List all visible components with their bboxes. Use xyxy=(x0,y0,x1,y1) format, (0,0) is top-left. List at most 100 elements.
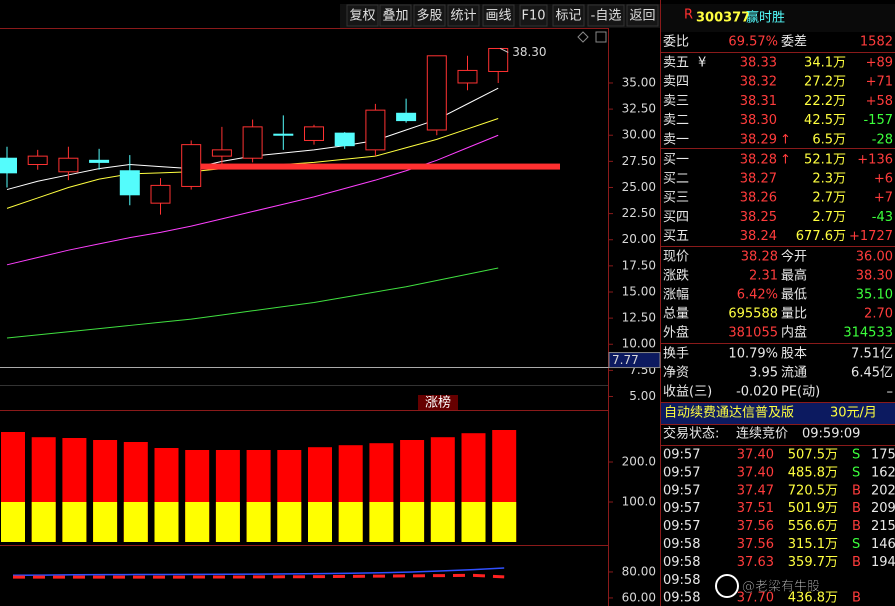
tag-bg xyxy=(418,395,458,410)
toolbar-label[interactable]: 标记 xyxy=(555,9,581,24)
moving-average xyxy=(6,267,499,339)
trade-price: 37.63 xyxy=(737,555,774,570)
book-change: +58 xyxy=(866,94,893,109)
row-value: 69.57% xyxy=(728,35,778,50)
toolbar-label[interactable]: 叠加 xyxy=(382,9,408,24)
book-price: 38.29 xyxy=(740,132,777,147)
toolbar-button[interactable] xyxy=(346,4,379,27)
y-tick-label: 5.00 xyxy=(629,389,656,403)
book-label: 卖四 xyxy=(663,75,689,90)
indicator-line xyxy=(13,573,505,579)
trade-price: 37.70 xyxy=(737,591,774,606)
trade-time: 09:57 xyxy=(663,483,700,498)
y-tick-label: 35.00 xyxy=(622,75,656,89)
trade-price: 37.56 xyxy=(737,537,774,552)
toolbar-label[interactable]: 统计 xyxy=(450,9,476,24)
book-label: 买四 xyxy=(663,210,689,225)
toolbar-label[interactable]: F10 xyxy=(521,9,545,24)
candle-body xyxy=(273,133,294,136)
candle-body xyxy=(119,170,140,196)
toolbar-label[interactable]: 多股 xyxy=(416,8,442,24)
volume-bar-base xyxy=(430,502,455,542)
banner-price: 30元/月 xyxy=(830,406,877,421)
row-label: 委差 xyxy=(781,35,807,50)
trade-time: 09:57 xyxy=(663,519,700,534)
trade-time: 09:58 xyxy=(663,537,700,552)
book-label: 买五 xyxy=(663,229,689,244)
book-price: 38.33 xyxy=(740,56,777,71)
book-volume: 6.5万 xyxy=(812,132,846,147)
toolbar-button[interactable] xyxy=(587,4,625,27)
indicator-line xyxy=(12,567,505,576)
toolbar-button[interactable] xyxy=(413,4,446,27)
row-value: 38.28 xyxy=(741,250,778,265)
toolbar-label[interactable]: 画线 xyxy=(485,9,511,24)
book-change: +1727 xyxy=(849,229,893,244)
toolbar-button[interactable] xyxy=(482,4,515,27)
volume-bar-base xyxy=(338,502,363,542)
y-tick-label: 30.00 xyxy=(622,128,656,142)
trade-volume: 485.8万 xyxy=(788,465,838,480)
toolbar-button[interactable] xyxy=(552,4,585,27)
row-label: 外盘 xyxy=(663,325,689,341)
volume-bar-base xyxy=(308,502,332,542)
volume-bar-base xyxy=(62,502,87,542)
banner-bg xyxy=(661,403,895,424)
y-tick-label: 100.0 xyxy=(622,495,656,509)
candle-body xyxy=(365,109,386,151)
book-price: 38.31 xyxy=(740,94,777,109)
toolbar-button[interactable] xyxy=(519,4,548,27)
book-change: +6 xyxy=(874,172,893,187)
candle-body xyxy=(396,112,417,122)
toolbar-label[interactable]: 返回 xyxy=(629,9,655,24)
candle-body xyxy=(27,155,48,165)
y-tick-label: 32.50 xyxy=(622,102,656,116)
trade-side: S xyxy=(852,448,860,463)
volume-bar-base xyxy=(461,502,486,542)
trade-count: 146 xyxy=(871,537,895,552)
row-label: 涨跌 xyxy=(663,268,689,284)
row-label: 收益(三) xyxy=(663,385,712,400)
row-label: PE(动) xyxy=(781,385,820,400)
watermark: @老梁有牛股 xyxy=(742,580,820,595)
trade-price: 37.51 xyxy=(737,501,774,516)
row-value: 381055 xyxy=(728,326,778,341)
trade-count: 209 xyxy=(871,501,895,516)
volume-bar-base xyxy=(154,502,179,542)
toolbar-label[interactable]: 复权 xyxy=(349,8,375,24)
watermark-icon xyxy=(715,574,739,598)
toolbar-button[interactable] xyxy=(447,4,480,27)
book-price: 38.28 xyxy=(740,153,777,168)
book-price: 38.24 xyxy=(740,229,777,244)
toolbar-label[interactable]: -自选 xyxy=(591,9,622,24)
book-volume: 2.7万 xyxy=(812,210,846,225)
book-volume: 2.3万 xyxy=(812,172,846,187)
book-arrow: ↑ xyxy=(780,153,791,168)
toolbar-button[interactable] xyxy=(379,4,412,27)
icon[interactable] xyxy=(595,31,607,43)
row-label: 现价 xyxy=(663,250,689,265)
book-label: 买二 xyxy=(663,172,689,187)
volume-bar-base xyxy=(93,502,118,542)
book-change: +89 xyxy=(866,56,893,71)
book-change: +7 xyxy=(874,191,893,206)
trade-count: 194 xyxy=(871,555,895,570)
candle-body xyxy=(242,126,263,159)
header-bg xyxy=(661,4,895,32)
book-volume: 27.2万 xyxy=(804,75,846,90)
trade-count: 215 xyxy=(871,519,895,534)
book-price: 38.25 xyxy=(740,210,777,225)
icon[interactable] xyxy=(577,31,589,43)
high-label: 38.30 xyxy=(512,45,546,59)
status-value: 连续竞价 xyxy=(736,426,788,442)
book-volume: 34.1万 xyxy=(804,56,846,71)
volume-bar-base xyxy=(185,502,210,542)
trade-price: 37.40 xyxy=(737,448,774,463)
candle-body xyxy=(0,157,17,174)
row-value: 2.31 xyxy=(749,269,778,284)
toolbar-button[interactable] xyxy=(626,4,659,27)
row-value: – xyxy=(887,385,894,400)
trade-side: B xyxy=(852,591,861,606)
volume-bar-base xyxy=(400,502,425,542)
